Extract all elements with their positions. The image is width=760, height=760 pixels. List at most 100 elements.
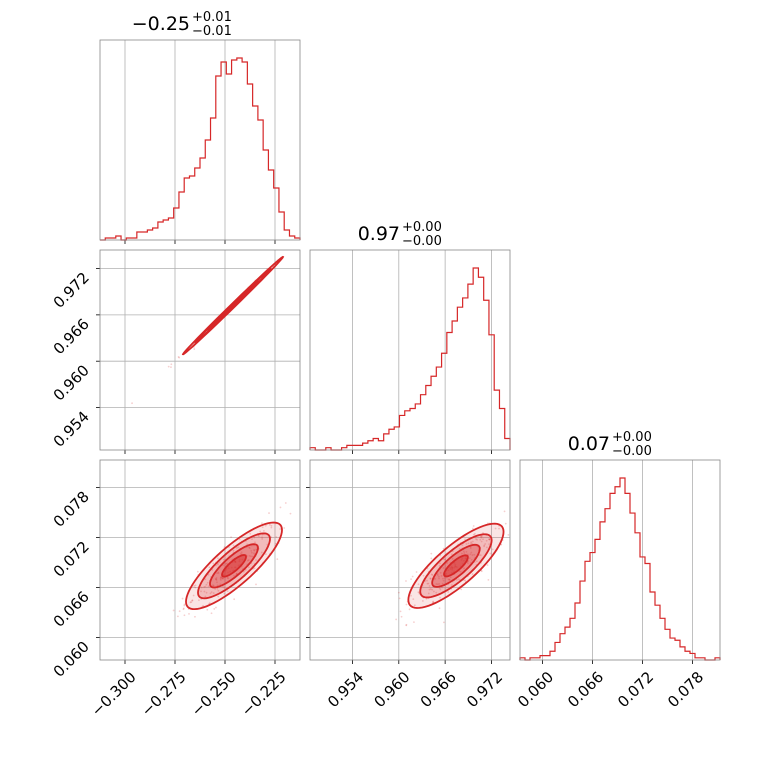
scatter-point (261, 522, 263, 525)
scatter-point (469, 547, 472, 550)
scatter-point (491, 548, 494, 551)
scatter-point (258, 535, 260, 537)
scatter-point (188, 612, 190, 615)
scatter-point (255, 548, 258, 551)
scatter-point (194, 615, 196, 618)
scatter-point (399, 610, 402, 613)
scatter-point (183, 603, 186, 606)
scatter-point (249, 532, 252, 535)
scatter-point (444, 558, 447, 561)
scatter-point (212, 584, 215, 587)
scatter-point (222, 558, 225, 561)
panel-title-0: −0.25 +0.01−0.01 (132, 10, 232, 39)
scatter-point (485, 546, 488, 549)
scatter-point (268, 523, 271, 526)
title-value: −0.25 (132, 13, 190, 35)
scatter-point (207, 573, 210, 576)
scatter-point (432, 600, 435, 603)
scatter-point (470, 541, 473, 543)
contour-line (431, 543, 481, 588)
scatter-point (431, 588, 434, 591)
scatter-point (413, 604, 416, 607)
scatter-point (209, 592, 212, 595)
contour-fill (222, 555, 246, 577)
scatter-point (254, 541, 256, 544)
scatter-point (248, 554, 251, 557)
scatter-point (235, 547, 238, 549)
scatter-point (200, 586, 203, 589)
scatter-point (483, 545, 485, 548)
contour-line (419, 533, 493, 599)
contour-line (209, 543, 259, 589)
x-tick-label: 0.072 (614, 668, 657, 711)
scatter-panel-2-1: 0.954 0.960 0.966 0.972 (306, 459, 511, 711)
scatter-point (489, 552, 492, 555)
scatter-point (218, 561, 221, 564)
scatter-point (170, 366, 172, 369)
scatter-point (246, 543, 248, 546)
x-tick-label: 0.066 (564, 668, 607, 711)
scatter-point (246, 559, 249, 562)
scatter-point (405, 580, 407, 582)
panel-frame (99, 249, 301, 451)
scatter-point (483, 544, 486, 547)
scatter-point (183, 604, 186, 607)
title-plus: +0.00 (402, 220, 442, 235)
scatter-point (300, 529, 302, 531)
scatter-point (464, 538, 466, 541)
title-plus: +0.01 (192, 10, 232, 25)
scatter-point (301, 238, 303, 240)
scatter-point (441, 586, 443, 589)
scatter-point (255, 559, 257, 561)
scatter-point (437, 575, 440, 578)
x-tick-label: −0.275 (138, 668, 190, 720)
scatter-point (461, 544, 464, 547)
contour-line (221, 554, 247, 578)
x-tick-label: 0.954 (324, 668, 367, 711)
scatter-point (395, 618, 398, 621)
scatter-point (430, 573, 433, 576)
scatter-point (276, 558, 279, 561)
scatter-point (235, 573, 238, 575)
scatter-point (207, 585, 210, 588)
scatter-point (487, 579, 490, 581)
scatter-point (459, 570, 462, 573)
scatter-point (250, 549, 253, 552)
scatter-area (131, 238, 303, 405)
x-tick-label: 0.060 (514, 668, 557, 711)
scatter-point (457, 578, 460, 581)
scatter-point (253, 536, 256, 539)
scatter-point (253, 552, 255, 555)
scatter-point (438, 583, 441, 585)
scatter-point (212, 562, 215, 565)
scatter-point (177, 615, 179, 618)
scatter-point (421, 600, 424, 602)
scatter-point (438, 607, 441, 610)
scatter-point (476, 538, 478, 541)
scatter-point (435, 583, 438, 585)
scatter-point (439, 562, 441, 565)
scatter-point (208, 602, 211, 605)
y-tick-label: 0.060 (50, 638, 93, 681)
contour-line (443, 554, 469, 578)
scatter-point (442, 577, 444, 580)
scatter-point (222, 577, 224, 580)
scatter-point (216, 584, 219, 587)
scatter-point (436, 574, 439, 576)
scatter-point (431, 574, 434, 576)
scatter-point (270, 526, 273, 529)
scatter-point (232, 549, 235, 552)
scatter-point (442, 567, 445, 569)
panel-frame (99, 459, 301, 661)
scatter-point (264, 524, 267, 527)
x-tick-label: 0.966 (417, 668, 460, 711)
scatter-point (260, 551, 263, 554)
scatter-point (436, 583, 439, 586)
scatter-point (200, 590, 202, 593)
scatter-point (208, 566, 211, 569)
scatter-point (447, 591, 450, 593)
scatter-point (212, 584, 214, 587)
scatter-point (467, 542, 470, 545)
scatter-point (232, 544, 235, 547)
scatter-point (411, 575, 414, 578)
